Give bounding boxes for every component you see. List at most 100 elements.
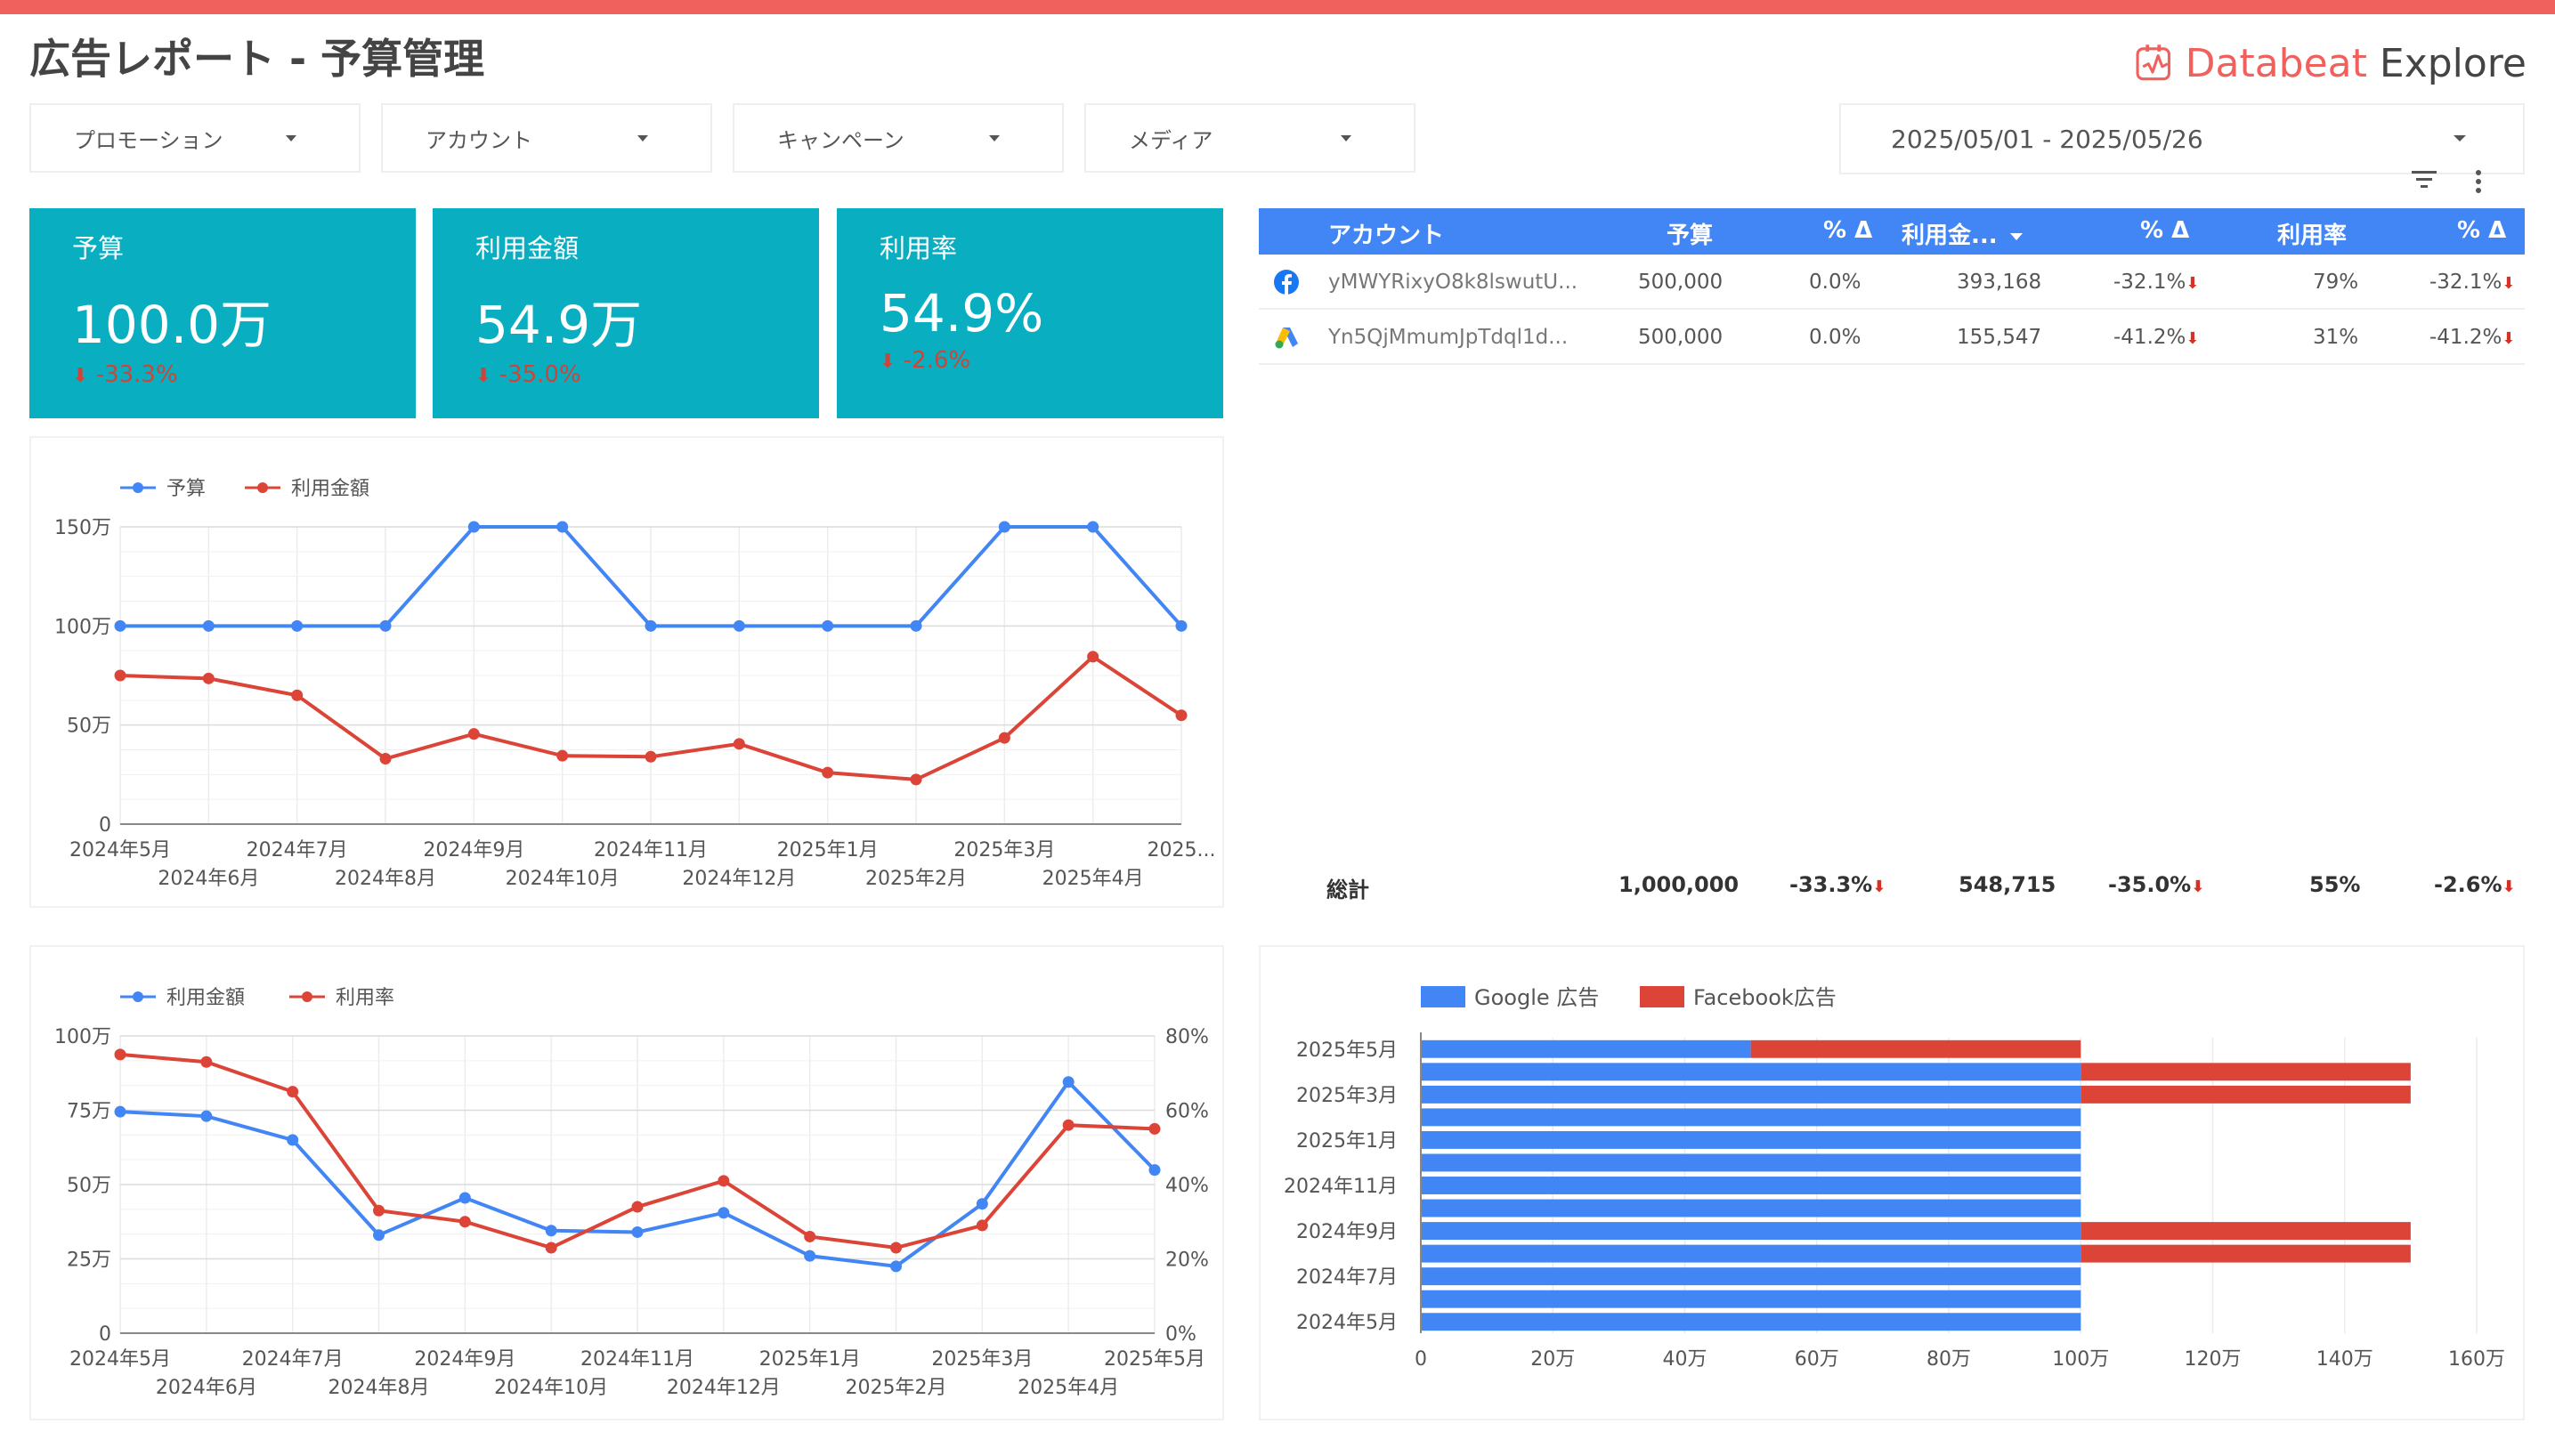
filter-promotion[interactable]: プロモーション bbox=[29, 103, 361, 173]
y-tick-label-right: 80% bbox=[1165, 1026, 1209, 1048]
y-tick-label: 2025年1月 bbox=[1296, 1130, 1398, 1153]
bar-segment bbox=[2080, 1222, 2411, 1241]
x-tick-label: 2025年4月 bbox=[1018, 1377, 1119, 1399]
bar-segment bbox=[1421, 1313, 2081, 1331]
x-tick-label: 2024年12月 bbox=[667, 1377, 781, 1399]
filter-campaign[interactable]: キャンペーン bbox=[733, 103, 1064, 173]
total-budget-delta: -33.3%⬇ bbox=[1789, 872, 1886, 897]
bar-segment bbox=[1421, 1222, 2081, 1241]
col-header-spend-delta[interactable]: % Δ bbox=[2140, 217, 2190, 244]
kpi-delta: ⬇ -35.0% bbox=[475, 361, 581, 388]
data-point bbox=[200, 1110, 213, 1122]
data-point bbox=[1148, 1122, 1161, 1135]
data-point bbox=[1087, 521, 1099, 533]
col-header-budget-delta[interactable]: % Δ bbox=[1823, 217, 1873, 244]
kpi-card-spend: 利用金額 54.9万 ⬇ -35.0% bbox=[433, 208, 819, 418]
data-point bbox=[287, 1134, 299, 1146]
data-point bbox=[804, 1230, 816, 1242]
data-point bbox=[467, 728, 480, 740]
legend-swatch bbox=[133, 482, 143, 493]
x-tick-label: 2025年3月 bbox=[931, 1348, 1033, 1371]
col-header-account[interactable]: アカウント bbox=[1328, 222, 1445, 249]
x-tick-label: 2025年3月 bbox=[953, 839, 1055, 861]
y-tick-label-left: 75万 bbox=[67, 1101, 111, 1123]
data-point bbox=[373, 1229, 385, 1242]
y-tick-label: 2024年5月 bbox=[1296, 1312, 1398, 1334]
legend-label: Google 広告 bbox=[1474, 985, 1599, 1010]
budget-spend-line-chart: 0 50万 100万 150万 2024年5月 2024年6月 2024年7月 2024年8月… bbox=[54, 478, 1215, 890]
x-tick-label: 2024年9月 bbox=[423, 839, 524, 861]
col-header-rate-delta[interactable]: % Δ bbox=[2457, 217, 2507, 244]
x-tick-label: 2024年11月 bbox=[580, 1348, 694, 1371]
media-stacked-bar-chart: 0 20万 40万 60万 80万 100万 120万 140万 160万 2025年5月 2025… bbox=[1284, 985, 2505, 1371]
data-point bbox=[733, 738, 745, 750]
cell-account: Yn5QjMmumJpTdql1d... bbox=[1328, 326, 1569, 349]
x-tick-label: 2024年6月 bbox=[156, 1377, 257, 1399]
bar-segment bbox=[1421, 1108, 2081, 1127]
y-tick-label: 50万 bbox=[67, 716, 111, 738]
bar-segment bbox=[2080, 1085, 2411, 1104]
data-point bbox=[114, 1048, 126, 1061]
facebook-icon bbox=[1274, 270, 1299, 295]
total-spend: 548,715 bbox=[1959, 872, 2056, 897]
date-range-picker[interactable]: 2025/05/01 - 2025/05/26 bbox=[1839, 103, 2525, 174]
y-tick-label-left: 50万 bbox=[67, 1175, 111, 1197]
filter-media[interactable]: メディア bbox=[1084, 103, 1415, 173]
kpi-delta: ⬇ -33.3% bbox=[72, 361, 178, 388]
chart-panel-spend-rate: 0 25万 50万 75万 100万 0% 20% 40% 60% 80% 2024年5月 2024年… bbox=[29, 945, 1224, 1420]
bar-segment bbox=[2080, 1063, 2411, 1081]
x-tick-label: 2024年12月 bbox=[682, 868, 796, 890]
x-tick-label: 2024年8月 bbox=[335, 868, 436, 890]
cell-rate: 79% bbox=[2313, 271, 2359, 294]
total-label: 総計 bbox=[1326, 878, 1369, 902]
spend-rate-line-chart: 0 25万 50万 75万 100万 0% 20% 40% 60% 80% 2024年5月 2024年… bbox=[54, 987, 1209, 1399]
data-point bbox=[998, 732, 1010, 744]
kpi-value: 100.0万 bbox=[72, 295, 272, 355]
cell-budget: 500,000 bbox=[1638, 326, 1724, 349]
x-tick-label: 2025年1月 bbox=[759, 1348, 861, 1371]
col-header-spend[interactable]: 利用金... bbox=[1902, 217, 2023, 250]
data-point bbox=[291, 619, 304, 632]
col-header-rate[interactable]: 利用率 bbox=[2277, 222, 2348, 249]
y-tick-label-left: 25万 bbox=[67, 1250, 111, 1272]
x-tick-label: 80万 bbox=[1926, 1348, 1971, 1371]
y-tick-label-right: 40% bbox=[1165, 1175, 1209, 1197]
x-tick-label: 160万 bbox=[2448, 1348, 2505, 1371]
data-point bbox=[545, 1242, 557, 1254]
data-point bbox=[1087, 651, 1099, 663]
legend-label: 利用率 bbox=[336, 987, 394, 1009]
kpi-label: 利用金額 bbox=[475, 233, 580, 263]
x-tick-label: 2025年4月 bbox=[1042, 868, 1144, 890]
arrow-down-icon: ⬇ bbox=[475, 365, 492, 387]
data-point bbox=[291, 689, 304, 701]
data-point bbox=[1062, 1076, 1075, 1088]
col-header-budget[interactable]: 予算 bbox=[1667, 222, 1714, 249]
cell-spend: 393,168 bbox=[1957, 271, 2042, 294]
table-row[interactable]: yMWYRixyO8k8lswutU... 500,000 0.0% 393,1… bbox=[1259, 255, 2525, 310]
x-tick-label: 2024年11月 bbox=[594, 839, 708, 861]
data-point bbox=[556, 749, 569, 762]
x-tick-label: 2024年9月 bbox=[414, 1348, 515, 1371]
data-point bbox=[733, 619, 745, 632]
data-point bbox=[1148, 1164, 1161, 1177]
data-point bbox=[556, 521, 569, 533]
data-point bbox=[890, 1242, 902, 1254]
data-point bbox=[458, 1216, 471, 1228]
bar-segment bbox=[2080, 1244, 2411, 1263]
kpi-value: 54.9万 bbox=[475, 295, 643, 355]
data-point bbox=[910, 773, 922, 786]
y-tick-label: 150万 bbox=[54, 517, 111, 539]
x-tick-label: 40万 bbox=[1663, 1348, 1707, 1371]
more-options-icon[interactable] bbox=[2470, 167, 2487, 196]
x-tick-label: 2024年7月 bbox=[242, 1348, 344, 1371]
legend-swatch bbox=[1421, 986, 1465, 1007]
x-tick-label: 2025年5月 bbox=[1104, 1348, 1205, 1371]
sort-desc-icon bbox=[2009, 232, 2023, 240]
filter-icon[interactable] bbox=[2409, 167, 2439, 192]
data-point bbox=[645, 619, 657, 632]
bar-segment bbox=[1421, 1130, 2081, 1149]
total-rate: 55% bbox=[2309, 872, 2361, 897]
filter-account[interactable]: アカウント bbox=[381, 103, 712, 173]
x-tick-label: 2024年5月 bbox=[69, 839, 171, 861]
table-row[interactable]: Yn5QjMmumJpTdql1d... 500,000 0.0% 155,54… bbox=[1259, 310, 2525, 365]
